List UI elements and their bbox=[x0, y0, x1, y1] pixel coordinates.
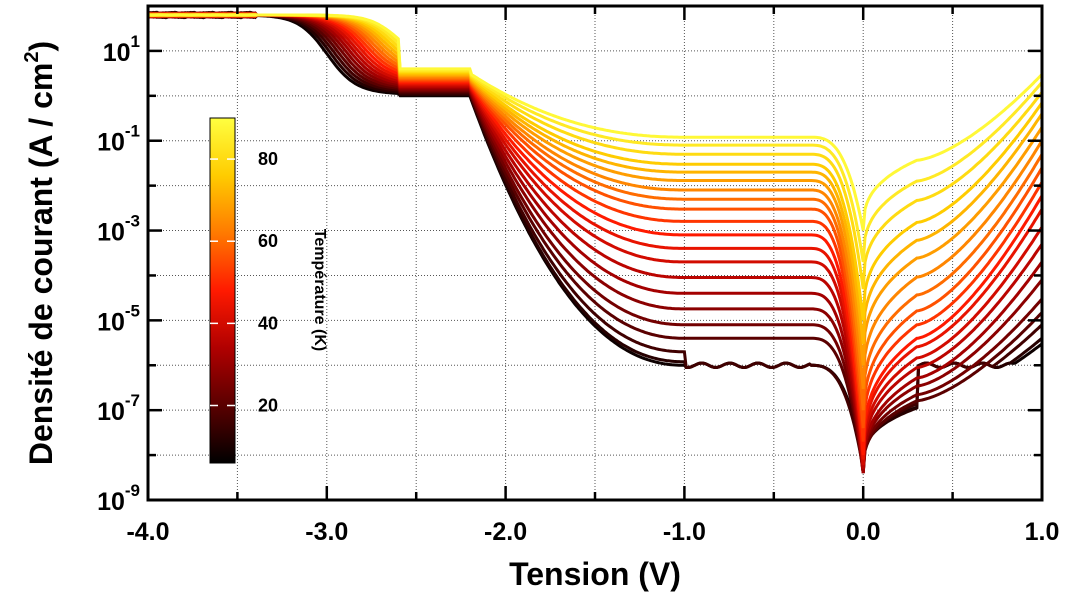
colorbar-ticks: 20 40 60 80 bbox=[210, 149, 278, 416]
x-tick-label: 0.0 bbox=[846, 518, 881, 546]
y-tick-label: 10-9 bbox=[97, 481, 140, 516]
colorbar-tick-label: 80 bbox=[258, 149, 278, 169]
colorbar: 20 40 60 80 Température (K) bbox=[209, 117, 328, 464]
data-curves bbox=[148, 10, 1042, 474]
x-tick-label: 1.0 bbox=[1025, 518, 1060, 546]
y-tick-label: 10-1 bbox=[97, 122, 140, 157]
y-tick-labels: 10-9 10-7 10-5 10-3 10-1 101 bbox=[97, 32, 140, 516]
series-line-12K bbox=[148, 10, 1042, 466]
series-line-88K bbox=[148, 13, 1042, 231]
y-tick-label: 10-7 bbox=[97, 391, 140, 426]
x-tick-label: -3.0 bbox=[305, 518, 348, 546]
x-tick-label: -2.0 bbox=[484, 518, 527, 546]
y-tick-label: 10-3 bbox=[97, 212, 140, 247]
x-tick-label: -4.0 bbox=[126, 518, 169, 546]
x-axis-title: Tension (V) bbox=[509, 556, 681, 592]
y-axis-title: Densité de courant (A / cm2) bbox=[21, 41, 59, 465]
y-tick-label: 101 bbox=[103, 32, 140, 67]
y-tick-label: 10-5 bbox=[97, 301, 140, 336]
colorbar-tick-label: 60 bbox=[258, 231, 278, 251]
colorbar-tick-label: 40 bbox=[258, 313, 278, 333]
colorbar-title: Température (K) bbox=[311, 229, 328, 351]
x-tick-labels: -4.0 -3.0 -2.0 -1.0 0.0 1.0 bbox=[126, 518, 1059, 546]
x-tick-label: -1.0 bbox=[663, 518, 706, 546]
colorbar-tick-label: 20 bbox=[258, 396, 278, 416]
colorbar-gradient bbox=[209, 117, 236, 464]
axis-ticks bbox=[146, 4, 1044, 502]
grid-lines bbox=[148, 6, 1042, 500]
